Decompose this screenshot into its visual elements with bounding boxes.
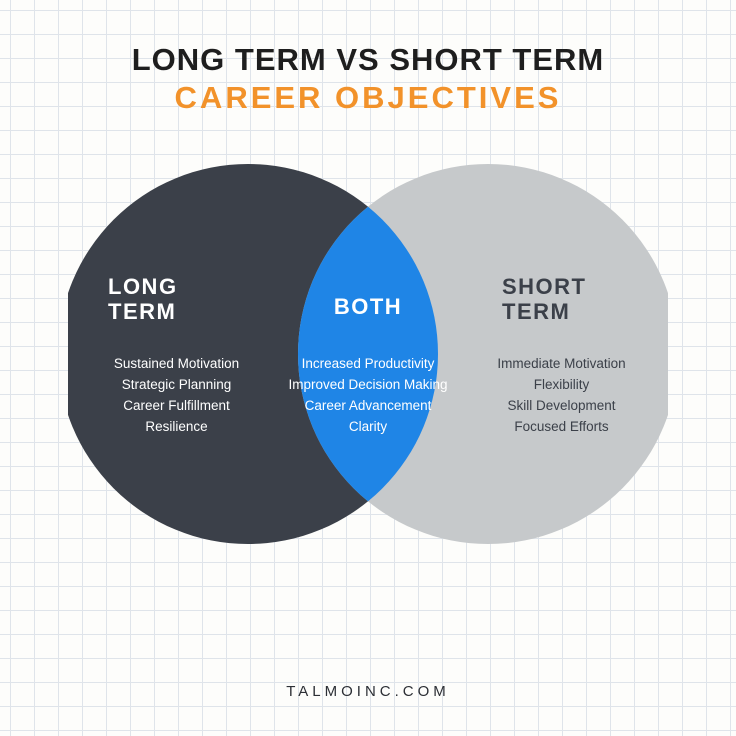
infographic-content: LONG TERM VS SHORT TERM CAREER OBJECTIVE… bbox=[0, 0, 736, 736]
right-items: Immediate Motivation Flexibility Skill D… bbox=[479, 354, 644, 438]
left-label-top: LONG bbox=[108, 274, 178, 299]
list-item: Flexibility bbox=[479, 375, 644, 396]
left-label-bottom: TERM bbox=[108, 299, 176, 324]
left-section-label: LONG TERM bbox=[108, 274, 238, 325]
footer-attribution: TALMOINC.COM bbox=[0, 683, 736, 700]
left-items: Sustained Motivation Strategic Planning … bbox=[94, 354, 259, 438]
right-label-bottom: TERM bbox=[502, 299, 570, 324]
list-item: Sustained Motivation bbox=[94, 354, 259, 375]
right-section-label: SHORT TERM bbox=[502, 274, 632, 325]
intersection-items: Increased Productivity Improved Decision… bbox=[276, 354, 461, 438]
list-item: Resilience bbox=[94, 417, 259, 438]
list-item: Strategic Planning bbox=[94, 375, 259, 396]
title-block: LONG TERM VS SHORT TERM CAREER OBJECTIVE… bbox=[132, 42, 605, 116]
list-item: Career Fulfillment bbox=[94, 396, 259, 417]
list-item: Clarity bbox=[276, 417, 461, 438]
right-label-top: SHORT bbox=[502, 274, 587, 299]
list-item: Career Advancement bbox=[276, 396, 461, 417]
title-line-2: CAREER OBJECTIVES bbox=[132, 80, 605, 116]
list-item: Improved Decision Making bbox=[276, 375, 461, 396]
list-item: Skill Development bbox=[479, 396, 644, 417]
list-item: Immediate Motivation bbox=[479, 354, 644, 375]
venn-diagram: LONG TERM BOTH SHORT TERM Sustained Moti… bbox=[68, 144, 668, 584]
title-line-1: LONG TERM VS SHORT TERM bbox=[132, 42, 605, 78]
list-item: Increased Productivity bbox=[276, 354, 461, 375]
list-item: Focused Efforts bbox=[479, 417, 644, 438]
intersection-label: BOTH bbox=[334, 294, 402, 320]
